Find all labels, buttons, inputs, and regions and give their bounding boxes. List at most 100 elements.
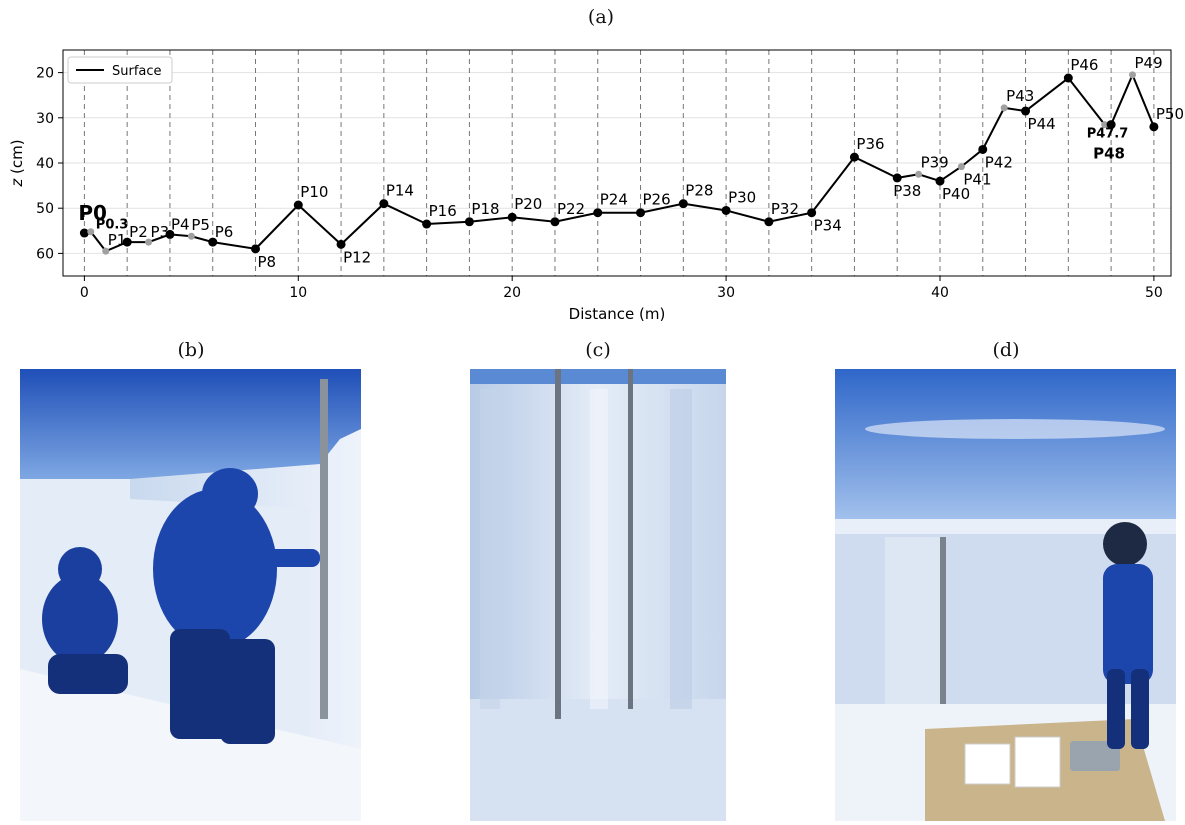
y-axis-label: z (cm): [8, 139, 26, 187]
marker-p38: [892, 173, 902, 183]
y-tick-label-60: 60: [36, 246, 54, 262]
panel-label-c: (c): [585, 339, 611, 361]
point-label-p2: P2: [129, 223, 148, 241]
point-label-p34: P34: [814, 217, 842, 235]
point-label-p43: P43: [1006, 87, 1034, 105]
point-label-p36: P36: [856, 135, 884, 153]
marker-p28: [678, 199, 688, 209]
legend-entry-surface: Surface: [112, 64, 162, 79]
marker-p0-3: [87, 228, 95, 236]
marker-p8: [251, 244, 261, 254]
marker-p46: [1063, 73, 1073, 83]
panel-label-a: (a): [587, 6, 615, 28]
point-label-p24: P24: [600, 191, 628, 209]
point-label-p32: P32: [771, 200, 799, 218]
marker-p14: [379, 199, 389, 209]
marker-p16: [422, 219, 432, 229]
legend-box: [67, 56, 173, 84]
point-label-p40: P40: [942, 185, 970, 203]
marker-p47-7: [1101, 121, 1109, 129]
marker-p48: [1106, 120, 1116, 130]
marker-p20: [507, 212, 517, 222]
marker-p5: [187, 232, 195, 240]
point-label-p4: P4: [171, 215, 190, 233]
x-tick-label-30: 30: [717, 285, 735, 301]
marker-p4: [165, 229, 175, 239]
marker-p36: [849, 152, 859, 162]
marker-p32: [764, 217, 774, 227]
point-label-p1: P1: [108, 231, 127, 249]
marker-p41: [957, 163, 965, 171]
panel-label-b: (b): [177, 339, 205, 361]
marker-p30: [721, 205, 731, 215]
profile-vertical-lines: [83, 50, 1155, 276]
marker-p24: [593, 208, 603, 218]
marker-p3: [145, 238, 153, 246]
marker-p0: [79, 228, 89, 238]
point-label-p26: P26: [643, 191, 671, 209]
point-label-p42: P42: [985, 153, 1013, 171]
panel-label-d: (d): [992, 339, 1020, 361]
point-label-p14: P14: [386, 182, 414, 200]
y-axis-ticks: 20 30 40 50 60: [36, 66, 63, 262]
x-tick-label-0: 0: [80, 285, 89, 301]
point-label-p6: P6: [215, 223, 234, 241]
point-label-p12: P12: [343, 248, 371, 266]
point-label-p41: P41: [963, 171, 991, 189]
marker-p43: [1000, 104, 1008, 112]
y-tick-label-20: 20: [36, 66, 54, 82]
x-tick-label-20: 20: [503, 285, 521, 301]
marker-p44: [1021, 106, 1031, 116]
point-label-p0: P0: [78, 201, 107, 225]
marker-p1: [102, 247, 110, 255]
point-label-p8: P8: [258, 253, 277, 271]
series-surface: [79, 71, 1159, 255]
point-label-p38: P38: [893, 182, 921, 200]
y-tick-label-40: 40: [36, 156, 54, 172]
marker-p34: [807, 208, 817, 218]
marker-p39: [915, 170, 923, 178]
photo-c-snow-pit-wall: [470, 369, 726, 821]
marker-p49: [1128, 71, 1136, 79]
photo-d-sample-collection: [835, 369, 1176, 821]
point-label-p18: P18: [471, 200, 499, 218]
marker-p12: [336, 239, 346, 249]
x-tick-label-10: 10: [289, 285, 307, 301]
point-label-p5: P5: [191, 216, 210, 234]
x-axis-label: Distance (m): [569, 305, 666, 323]
marker-p10: [293, 200, 303, 210]
x-axis-ticks: 0 10 20 30 40 50: [80, 276, 1163, 301]
marker-p40: [935, 176, 945, 186]
point-label-p28: P28: [685, 182, 713, 200]
point-label-p30: P30: [728, 188, 756, 206]
point-label-p49: P49: [1134, 54, 1162, 72]
point-label-p50: P50: [1156, 105, 1184, 123]
point-label-p47-7: P47.7: [1087, 127, 1129, 142]
point-label-p3: P3: [151, 223, 170, 241]
point-label-p39: P39: [921, 153, 949, 171]
marker-p2: [122, 237, 132, 247]
y-tick-label-30: 30: [36, 111, 54, 127]
x-tick-label-40: 40: [931, 285, 949, 301]
y-axis-label-unit: (cm): [8, 139, 26, 178]
marker-p26: [636, 208, 646, 218]
marker-p6: [208, 237, 218, 247]
photo-b-snow-pit-sampling: [20, 369, 361, 821]
legend: Surface: [67, 56, 173, 84]
marker-p18: [464, 217, 474, 227]
marker-p22: [550, 217, 560, 227]
point-label-p46: P46: [1070, 56, 1098, 74]
point-label-p10: P10: [300, 183, 328, 201]
point-label-p44: P44: [1028, 115, 1056, 133]
point-label-p48: P48: [1093, 145, 1125, 163]
marker-p42: [978, 144, 988, 154]
x-tick-label-50: 50: [1145, 285, 1163, 301]
horizontal-grid: [63, 72, 1171, 254]
y-tick-label-50: 50: [36, 201, 54, 217]
marker-p50: [1149, 122, 1159, 132]
y-axis-label-symbol: z: [8, 178, 26, 188]
point-label-p0-3: P0.3: [96, 218, 129, 233]
point-label-p20: P20: [514, 195, 542, 213]
